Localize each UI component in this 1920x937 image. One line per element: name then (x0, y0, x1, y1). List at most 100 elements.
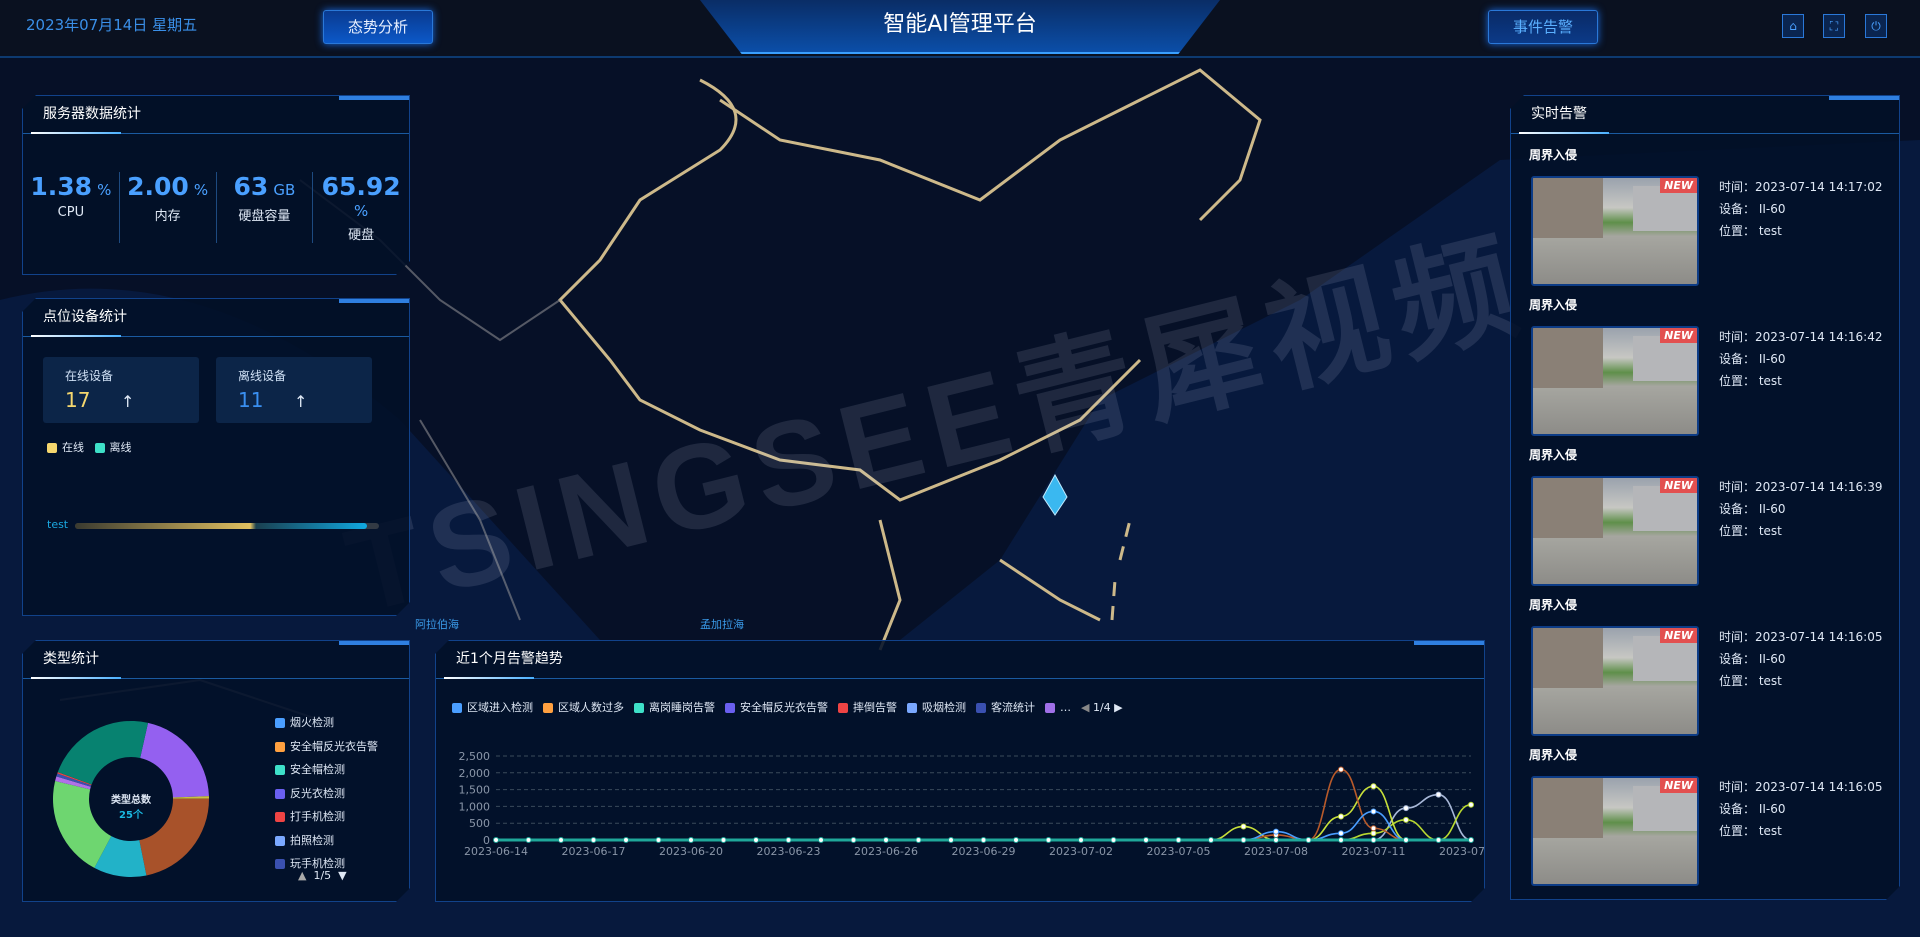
alert-item[interactable]: 周界入侵 NEW 时间：2023-07-14 14:16:39 设备： II-60… (1529, 446, 1889, 591)
data-point[interactable] (689, 838, 694, 843)
data-point[interactable] (1469, 838, 1474, 843)
pie-slice[interactable] (58, 721, 148, 785)
alert-snapshot[interactable]: NEW (1531, 326, 1699, 436)
pie-slice[interactable] (140, 723, 209, 798)
pie-slice[interactable] (139, 799, 209, 876)
legend-item[interactable]: 吸烟检测 (907, 701, 966, 714)
data-point[interactable] (1274, 829, 1279, 834)
legend-item[interactable]: 安全帽检测 (275, 758, 378, 782)
data-point[interactable] (819, 838, 824, 843)
pie-slice[interactable] (55, 776, 91, 789)
alert-info: 时间：2023-07-14 14:16:05 设备： II-60 位置： test (1719, 780, 1883, 838)
panel-title: 点位设备统计 (23, 299, 409, 337)
data-point[interactable] (1436, 792, 1441, 797)
prev-page-icon[interactable]: ◀ (1081, 701, 1090, 714)
legend-item[interactable]: 区域进入检测 (452, 701, 533, 714)
data-point[interactable] (1079, 838, 1084, 843)
data-point[interactable] (1436, 838, 1441, 843)
data-point[interactable] (1371, 831, 1376, 836)
online-count: 17 (65, 388, 91, 412)
legend-item[interactable]: 反光衣检测 (275, 782, 378, 806)
pie-slice[interactable] (57, 772, 91, 785)
data-point[interactable] (1111, 838, 1116, 843)
data-point[interactable] (591, 838, 596, 843)
alert-item[interactable]: 周界入侵 NEW 时间：2023-07-14 14:16:05 设备： II-60… (1529, 746, 1889, 891)
data-point[interactable] (1371, 826, 1376, 831)
location-pin-icon[interactable] (1042, 473, 1068, 516)
data-point[interactable] (981, 838, 986, 843)
alert-item[interactable]: 周界入侵 NEW 时间：2023-07-14 14:16:05 设备： II-60… (1529, 596, 1889, 741)
data-point[interactable] (1371, 838, 1376, 843)
data-point[interactable] (1469, 802, 1474, 807)
data-point[interactable] (786, 838, 791, 843)
legend-item[interactable]: 客流统计 (976, 701, 1035, 714)
data-point[interactable] (1241, 838, 1246, 843)
data-point[interactable] (1209, 838, 1214, 843)
situation-analysis-button[interactable]: 态势分析 (323, 10, 433, 44)
data-point[interactable] (1339, 814, 1344, 819)
legend-item[interactable]: 摔倒告警 (838, 701, 897, 714)
legend-item[interactable]: 烟火检测 (275, 711, 378, 735)
alert-item[interactable]: 周界入侵 NEW 时间：2023-07-14 14:17:02 设备： II-60… (1529, 146, 1889, 291)
legend-item[interactable]: 拍照检测 (275, 829, 378, 853)
pie-slice[interactable] (53, 781, 111, 868)
alert-item[interactable]: 周界入侵 NEW 时间：2023-07-14 14:16:42 设备： II-60… (1529, 296, 1889, 441)
legend-item[interactable]: 安全帽反光衣告警 (275, 735, 378, 759)
alert-location: test (1758, 524, 1782, 538)
page-title: 智能AI管理平台 (883, 12, 1037, 37)
data-point[interactable] (624, 838, 629, 843)
data-point[interactable] (1339, 767, 1344, 772)
home-icon[interactable]: ⌂ (1782, 14, 1804, 38)
data-point[interactable] (1404, 806, 1409, 811)
data-point[interactable] (851, 838, 856, 843)
legend-item[interactable]: 安全帽反光衣告警 (725, 701, 828, 714)
data-point[interactable] (1339, 838, 1344, 843)
data-point[interactable] (559, 838, 564, 843)
alert-snapshot[interactable]: NEW (1531, 476, 1699, 586)
data-point[interactable] (1046, 838, 1051, 843)
power-icon[interactable]: ⏻ (1865, 14, 1887, 38)
alert-device: II-60 (1758, 802, 1786, 816)
data-point[interactable] (916, 838, 921, 843)
x-tick-label: 2023-06-14 (464, 845, 528, 858)
data-point[interactable] (1144, 838, 1149, 843)
data-point[interactable] (1274, 838, 1279, 843)
legend-item[interactable]: 区域人数过多 (543, 701, 624, 714)
next-page-icon[interactable]: ▼ (338, 869, 347, 882)
alarm-trend-panel: 近1个月告警趋势 区域进入检测 区域人数过多 离岗睡岗告警 安全帽反光衣告警 摔倒告警吸… (435, 640, 1485, 902)
data-point[interactable] (1339, 831, 1344, 836)
legend-item[interactable]: 打手机检测 (275, 805, 378, 829)
legend-offline[interactable]: 离线 (95, 441, 132, 454)
data-point[interactable] (1176, 838, 1181, 843)
data-point[interactable] (1404, 817, 1409, 822)
alert-snapshot[interactable]: NEW (1531, 176, 1699, 286)
data-point[interactable] (949, 838, 954, 843)
legend-item[interactable]: 玩手机检测 (275, 852, 378, 876)
data-point[interactable] (1404, 838, 1409, 843)
alert-time: 2023-07-14 14:16:05 (1755, 780, 1883, 794)
pie-slice[interactable] (173, 796, 209, 799)
alert-info: 时间：2023-07-14 14:16:05 设备： II-60 位置： test (1719, 630, 1883, 688)
data-point[interactable] (494, 838, 499, 843)
pie-slice[interactable] (56, 774, 91, 787)
alert-snapshot[interactable]: NEW (1531, 626, 1699, 736)
data-point[interactable] (1014, 838, 1019, 843)
data-point[interactable] (526, 838, 531, 843)
next-page-icon[interactable]: ▶ (1114, 701, 1123, 714)
data-point[interactable] (1241, 824, 1246, 829)
data-point[interactable] (1371, 784, 1376, 789)
data-point[interactable] (884, 838, 889, 843)
legend-item[interactable]: 离岗睡岗告警 (634, 701, 715, 714)
alert-snapshot[interactable]: NEW (1531, 776, 1699, 886)
pie-slice[interactable] (94, 836, 146, 877)
data-point[interactable] (656, 838, 661, 843)
data-point[interactable] (1306, 838, 1311, 843)
legend-item[interactable]: … (1045, 701, 1071, 714)
data-point[interactable] (721, 838, 726, 843)
prev-page-icon[interactable]: ▲ (298, 869, 307, 882)
data-point[interactable] (1371, 809, 1376, 814)
data-point[interactable] (754, 838, 759, 843)
event-alarm-button[interactable]: 事件告警 (1488, 10, 1598, 44)
legend-online[interactable]: 在线 (47, 441, 84, 454)
fullscreen-icon[interactable]: ⛶ (1823, 14, 1845, 38)
